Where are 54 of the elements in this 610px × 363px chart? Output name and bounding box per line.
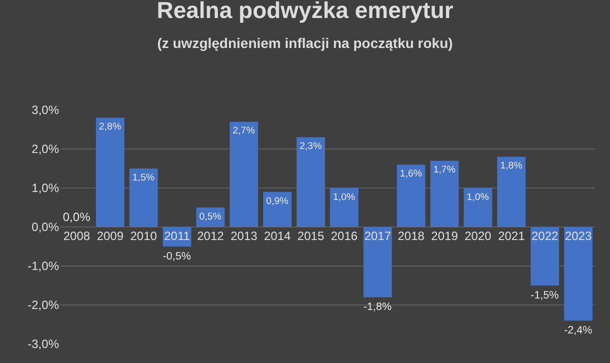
data-label: 1,8% — [500, 160, 523, 172]
data-label: 2,8% — [98, 122, 122, 133]
bar — [464, 188, 492, 227]
bar — [396, 164, 426, 227]
data-label: 1,6% — [400, 168, 422, 180]
y-tick-label: -3,0% — [28, 337, 60, 352]
data-label: 1,0% — [333, 192, 356, 203]
bar — [129, 168, 158, 227]
data-label: -1,5% — [530, 289, 560, 302]
x-tick-label: 2012 — [197, 229, 224, 243]
bar — [497, 156, 526, 227]
y-tick-label: -1,0% — [28, 259, 60, 274]
data-label: 2,7% — [232, 126, 256, 137]
x-tick-label: 2010 — [130, 229, 158, 243]
data-label: 2,3% — [300, 141, 322, 152]
x-tick-label: 2016 — [330, 229, 358, 243]
data-label: 1,7% — [433, 164, 456, 176]
bar — [263, 192, 292, 227]
data-label: -1,8% — [363, 301, 392, 314]
data-label: 0,9% — [266, 196, 289, 207]
bar — [363, 227, 392, 298]
bar — [230, 122, 258, 227]
x-tick-label: 2009 — [96, 229, 124, 243]
chart-subtitle: (z uwzględnieniem inflacji na początku roku) — [157, 35, 453, 52]
x-tick-label: 2019 — [431, 229, 458, 243]
data-label: -2,4% — [564, 324, 593, 336]
chart-title: Realna podwyżka emerytur — [156, 0, 454, 24]
bar — [564, 227, 592, 321]
y-tick-label: 1,0% — [32, 181, 60, 196]
x-tick-label: 2015 — [297, 229, 324, 243]
y-tick-label: 0,0% — [32, 220, 60, 234]
y-tick-label: 3,0% — [32, 103, 60, 118]
bar — [430, 160, 459, 227]
x-tick-label: 2018 — [398, 229, 425, 243]
x-tick-label: 2017 — [364, 229, 392, 243]
data-label: 0,0% — [62, 210, 91, 224]
x-tick-label: 2022 — [531, 229, 559, 243]
x-tick-label: 2013 — [230, 229, 258, 243]
data-label: 0,5% — [199, 211, 222, 222]
x-tick-label: 2023 — [564, 229, 592, 243]
x-tick-label: 2008 — [63, 229, 90, 243]
bar — [530, 227, 560, 286]
y-tick-label: 2,0% — [32, 142, 60, 156]
data-label: 1,0% — [466, 192, 490, 203]
x-tick-label: 2014 — [264, 229, 292, 243]
y-tick-label: -2,0% — [28, 298, 60, 312]
x-tick-label: 2021 — [498, 229, 526, 243]
x-tick-label: 2011 — [164, 229, 190, 243]
bar — [296, 137, 325, 227]
bar — [330, 188, 358, 227]
data-label: 1,5% — [132, 172, 155, 184]
data-label: -0,5% — [162, 250, 192, 262]
bar — [96, 118, 124, 227]
x-tick-label: 2020 — [464, 229, 492, 243]
